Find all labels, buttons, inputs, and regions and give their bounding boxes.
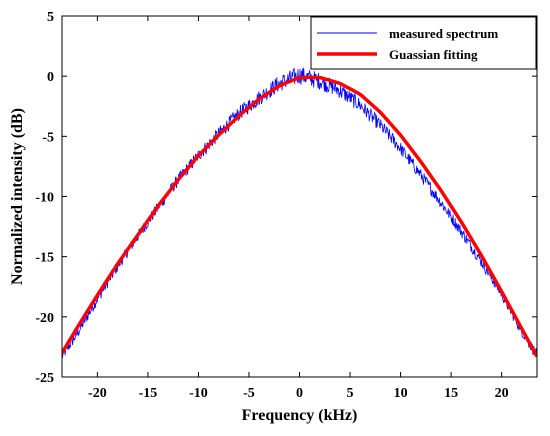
y-axis-ticks: 5 0 -5 -10 -15 -20 -25: [35, 10, 537, 386]
series-line-gaussian-fit: [62, 75, 537, 358]
x-tick-label: -10: [189, 386, 208, 401]
x-axis-label: Frequency (kHz): [242, 407, 358, 424]
plot-frame: [61, 15, 538, 378]
y-tick-label: -5: [42, 130, 54, 145]
x-tick-label: 5: [347, 386, 354, 401]
series-line-measured-spectrum: [62, 67, 537, 358]
x-tick-label: 10: [394, 386, 408, 401]
y-tick-label: 0: [47, 70, 54, 85]
y-tick-label: -15: [35, 251, 54, 266]
x-tick-label: -15: [139, 386, 158, 401]
y-tick-label: -10: [35, 191, 54, 206]
y-tick-label: -25: [35, 371, 54, 386]
y-axis-label: Normalized intensity (dB): [9, 108, 26, 285]
y-tick-label: 5: [47, 10, 54, 25]
x-tick-label: 15: [444, 386, 458, 401]
x-tick-label: 20: [495, 386, 509, 401]
series-layer: [62, 67, 537, 358]
x-tick-label: 0: [296, 386, 303, 401]
x-tick-label: -20: [88, 386, 107, 401]
y-tick-label: -20: [35, 311, 54, 326]
legend-box: [310, 16, 537, 70]
legend: measured spectrum Guassian fitting: [310, 16, 537, 70]
legend-entry-label: Guassian fitting: [389, 47, 478, 62]
x-tick-label: -5: [243, 386, 255, 401]
legend-entry-label: measured spectrum: [389, 26, 498, 41]
